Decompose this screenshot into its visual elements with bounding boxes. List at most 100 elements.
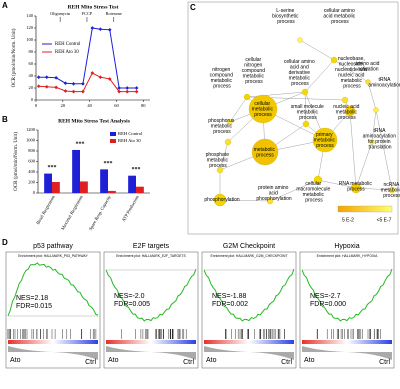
- node-label: phosphate metabolic process: [206, 152, 231, 169]
- nes: NES=-1.88: [212, 293, 247, 300]
- y-tick-label: 80: [29, 49, 34, 54]
- nes: NES=-2.0: [114, 293, 145, 300]
- marker: [36, 75, 41, 80]
- marker: [90, 71, 95, 75]
- x-tick-label: Basal Respiration: [35, 194, 56, 225]
- gsea-header: Enrichment plot: HALLMARK_P53_PATHWAY: [18, 254, 88, 258]
- marker: [71, 89, 76, 94]
- chart-title: REH Mito Stress Test: [68, 4, 119, 10]
- significance: ***: [76, 141, 85, 147]
- y-tick-label: 400: [28, 169, 36, 174]
- network-node: [369, 139, 375, 145]
- legend-label: REH Control: [118, 131, 143, 136]
- node-label: phosphorus metabolic process: [208, 118, 236, 135]
- fdr: FDR=0.002: [212, 301, 248, 308]
- network-node: [227, 119, 233, 125]
- injection-label: FCCP: [82, 11, 93, 16]
- network-node: [243, 93, 251, 101]
- gsea-frame: [103, 251, 199, 369]
- gsea-title: p53 pathway: [33, 243, 73, 250]
- y-tick-label: 1000: [26, 138, 36, 143]
- marker: [63, 89, 68, 93]
- x-tick-label: 60: [114, 103, 119, 108]
- nes: NES=2.18: [16, 295, 48, 302]
- network-node: [312, 127, 338, 153]
- y-tick-label: 20: [29, 85, 34, 90]
- node-label: cellular nitrogen compound metabolic pro…: [242, 57, 267, 85]
- marker: [54, 75, 58, 80]
- panel-label: A: [2, 1, 8, 10]
- es-curve: [203, 268, 295, 322]
- node-label: cellular metabolic process: [252, 101, 275, 118]
- y-tick-label: 200: [28, 180, 36, 185]
- gsea-header: Enrichment plot: HALLMARK_G2M_CHECKPOINT: [210, 254, 287, 258]
- marker: [81, 89, 85, 94]
- network-node: [251, 138, 279, 166]
- node-label: nucleic acid metabolic process: [333, 104, 361, 121]
- node-label: nucleobase, nucleoside, nucleotide and n…: [335, 56, 369, 90]
- node-label: ncRNA metabolic process: [381, 182, 400, 199]
- marker: [44, 84, 49, 89]
- network-edge: [304, 59, 335, 93]
- gsea-title: G2M Checkpoint: [223, 243, 275, 250]
- node-label: RNA metabolic process: [339, 181, 373, 193]
- marker: [36, 84, 41, 89]
- bar: [52, 181, 60, 193]
- left-label: Ato: [206, 357, 217, 364]
- es-curve: [105, 268, 197, 322]
- gsea-frame: [5, 251, 101, 369]
- network-node: [388, 186, 396, 194]
- network-edge: [219, 141, 229, 171]
- gsea-frame: [201, 251, 297, 369]
- bar: [136, 186, 144, 193]
- marker: [90, 26, 95, 30]
- y-tick-label: 140: [26, 13, 34, 18]
- network-node: [330, 56, 338, 64]
- fdr: FDR=0.005: [114, 301, 150, 308]
- network-edge: [219, 199, 271, 202]
- network-node: [344, 105, 356, 117]
- right-label: Ctrl: [85, 359, 96, 366]
- rank-bar: [8, 340, 98, 344]
- y-tick-label: 0: [31, 97, 34, 102]
- bar: [80, 181, 88, 193]
- network-edge: [299, 39, 335, 61]
- y-tick-label: 800: [28, 148, 36, 153]
- marker: [134, 89, 139, 94]
- node-label: small molecule metabolic process: [291, 104, 325, 121]
- ranked-metric: [106, 346, 196, 360]
- x-tick-label: 20: [61, 103, 66, 108]
- gsea-title: Hypoxia: [334, 243, 359, 250]
- network-edge: [355, 187, 393, 191]
- gsea-header: Enrichment plot: HALLMARK_E2F_TARGETS: [116, 254, 186, 258]
- rank-bar: [302, 340, 392, 344]
- marker: [107, 27, 112, 32]
- chart-title: REH Mito Stress Test Analysis: [58, 118, 130, 124]
- marker: [44, 75, 49, 80]
- network-edge: [375, 109, 393, 191]
- network-edge: [355, 141, 373, 189]
- network-edge: [349, 110, 357, 189]
- significance: ***: [132, 167, 141, 173]
- gsea-title: E2F targets: [133, 243, 170, 250]
- network-edge: [367, 81, 377, 111]
- marker: [54, 85, 58, 90]
- legend-label: REH Ato 30: [118, 138, 141, 143]
- ranked-metric: [302, 346, 392, 360]
- bar: [128, 175, 136, 193]
- gsea-frame: [299, 251, 395, 369]
- marker: [107, 77, 112, 81]
- fdr: FDR=0.015: [16, 303, 52, 310]
- rank-bar: [106, 340, 196, 344]
- y-tick-label: 600: [28, 159, 36, 164]
- marker: [125, 86, 130, 90]
- network-node: [313, 175, 323, 185]
- network-node: [213, 193, 227, 207]
- node-label: tRNA aminoacylation for protein translat…: [363, 128, 398, 151]
- network-node: [301, 88, 309, 96]
- network-edge: [333, 59, 369, 83]
- left-label: Ato: [108, 357, 119, 364]
- ranked-metric: [204, 346, 294, 360]
